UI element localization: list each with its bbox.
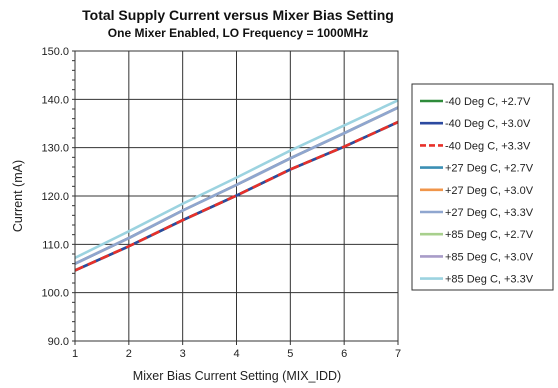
x-tick-label: 7: [395, 348, 401, 360]
plot-frame: [74, 50, 399, 342]
x-tick-label: 2: [126, 348, 132, 360]
series-line: [74, 99, 399, 260]
y-tick-label: 100.0: [41, 288, 69, 300]
legend-entry-label: +85 Deg C, +3.0V: [445, 251, 534, 263]
legend-entry-label: +85 Deg C, +2.7V: [445, 229, 534, 241]
legend-entry-label: +27 Deg C, +3.0V: [445, 185, 534, 197]
y-tick-label: 120.0: [41, 191, 69, 203]
chart-title: Total Supply Current versus Mixer Bias S…: [82, 7, 394, 23]
legend: -40 Deg C, +2.7V -40 Deg C, +3.0V -40 Deg …: [411, 83, 554, 291]
chart-subtitle: One Mixer Enabled, LO Frequency = 1000MH…: [108, 26, 368, 40]
y-tick-label: 140.0: [41, 94, 69, 106]
legend-entry-label: +85 Deg C, +3.3V: [445, 274, 534, 286]
legend-entry-label: -40 Deg C, +3.0V: [445, 118, 531, 130]
y-tick-label: 110.0: [42, 239, 69, 251]
y-tick-label: 130.0: [41, 143, 69, 155]
legend-entry-label: -40 Deg C, +3.3V: [445, 140, 531, 152]
x-axis-label: Mixer Bias Current Setting (MIX_IDD): [133, 369, 341, 383]
y-tick-label: 90.0: [48, 336, 69, 348]
x-tick-label: 5: [287, 348, 293, 360]
y-axis-label: Current (mA): [11, 160, 25, 232]
legend-entry-label: +27 Deg C, +2.7V: [445, 163, 534, 175]
series-group: [74, 99, 399, 272]
grid: [72, 50, 399, 345]
y-tick-labels: 90.0 100.0 110.0 120.0 130.0 140.0 150.0: [41, 46, 69, 348]
x-tick-labels: 1 2 3 4 5 6 7: [72, 348, 401, 360]
y-tick-label: 150.0: [41, 46, 69, 58]
legend-entry-label: +27 Deg C, +3.3V: [445, 207, 534, 219]
x-tick-label: 6: [341, 348, 347, 360]
legend-entry-label: -40 Deg C, +2.7V: [445, 96, 531, 108]
series-line: [74, 106, 399, 265]
series-line: [74, 120, 399, 272]
x-tick-label: 3: [180, 348, 186, 360]
x-tick-label: 1: [72, 348, 78, 360]
x-tick-label: 4: [233, 348, 239, 360]
